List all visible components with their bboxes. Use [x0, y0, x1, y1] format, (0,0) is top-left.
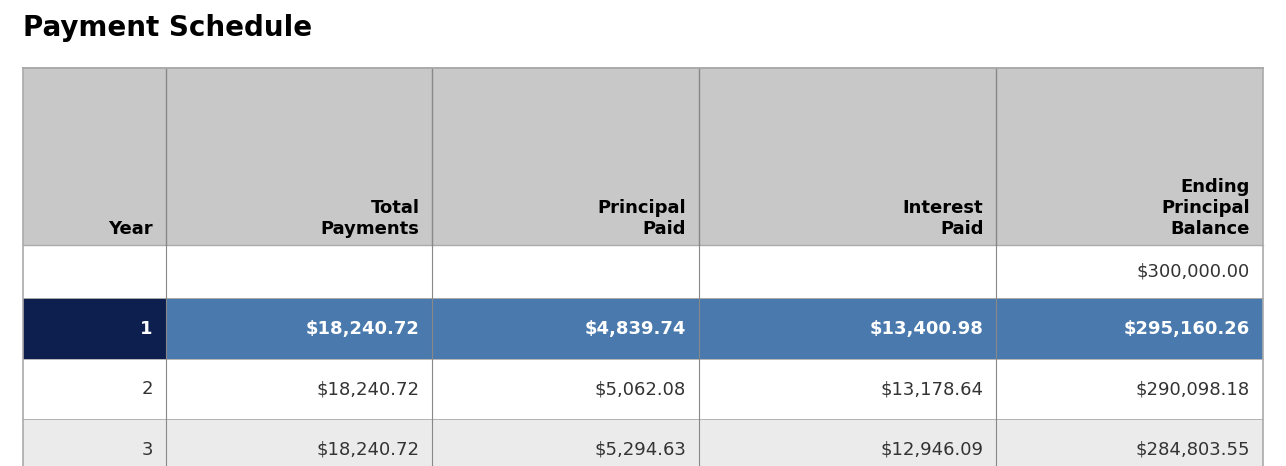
Text: $5,062.08: $5,062.08 [594, 380, 685, 398]
Text: 3: 3 [141, 441, 153, 459]
Text: $13,178.64: $13,178.64 [881, 380, 984, 398]
Bar [23, 359, 166, 419]
Bar [23, 298, 166, 359]
Bar [23, 419, 166, 466]
Text: Year: Year [108, 219, 153, 238]
Text: $295,160.26: $295,160.26 [1124, 320, 1250, 337]
Text: Principal
Paid: Principal Paid [597, 199, 685, 238]
Bar [997, 68, 1263, 245]
Text: $300,000.00: $300,000.00 [1137, 262, 1250, 281]
Bar [698, 68, 997, 245]
Bar [23, 68, 166, 245]
Text: $290,098.18: $290,098.18 [1136, 380, 1250, 398]
Text: Payment Schedule: Payment Schedule [23, 14, 312, 42]
Bar [997, 419, 1263, 466]
Bar [997, 359, 1263, 419]
Bar [166, 245, 432, 298]
Text: $284,803.55: $284,803.55 [1136, 441, 1250, 459]
Bar [432, 359, 698, 419]
Bar [166, 359, 432, 419]
Bar [698, 419, 997, 466]
Text: 2: 2 [141, 380, 153, 398]
Bar [432, 419, 698, 466]
Bar [432, 245, 698, 298]
Text: $12,946.09: $12,946.09 [881, 441, 984, 459]
Bar [698, 245, 997, 298]
Bar [166, 419, 432, 466]
Text: $4,839.74: $4,839.74 [585, 320, 685, 337]
Bar [432, 298, 698, 359]
Bar [997, 245, 1263, 298]
Text: Total
Payments: Total Payments [320, 199, 419, 238]
Text: $5,294.63: $5,294.63 [594, 441, 685, 459]
Text: Ending
Principal
Balance: Ending Principal Balance [1161, 178, 1250, 238]
Text: $13,400.98: $13,400.98 [869, 320, 984, 337]
Text: $18,240.72: $18,240.72 [306, 320, 419, 337]
Bar [23, 245, 166, 298]
Text: $18,240.72: $18,240.72 [316, 380, 419, 398]
Bar [166, 298, 432, 359]
Bar [166, 68, 432, 245]
Bar [432, 68, 698, 245]
Text: Interest
Paid: Interest Paid [903, 199, 984, 238]
Bar [698, 359, 997, 419]
Text: 1: 1 [140, 320, 153, 337]
Text: $18,240.72: $18,240.72 [316, 441, 419, 459]
Bar [698, 298, 997, 359]
Bar [997, 298, 1263, 359]
